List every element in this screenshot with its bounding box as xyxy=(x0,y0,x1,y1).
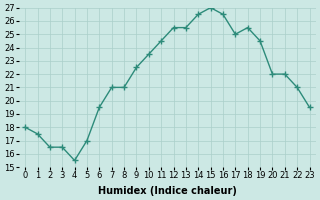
X-axis label: Humidex (Indice chaleur): Humidex (Indice chaleur) xyxy=(98,186,237,196)
